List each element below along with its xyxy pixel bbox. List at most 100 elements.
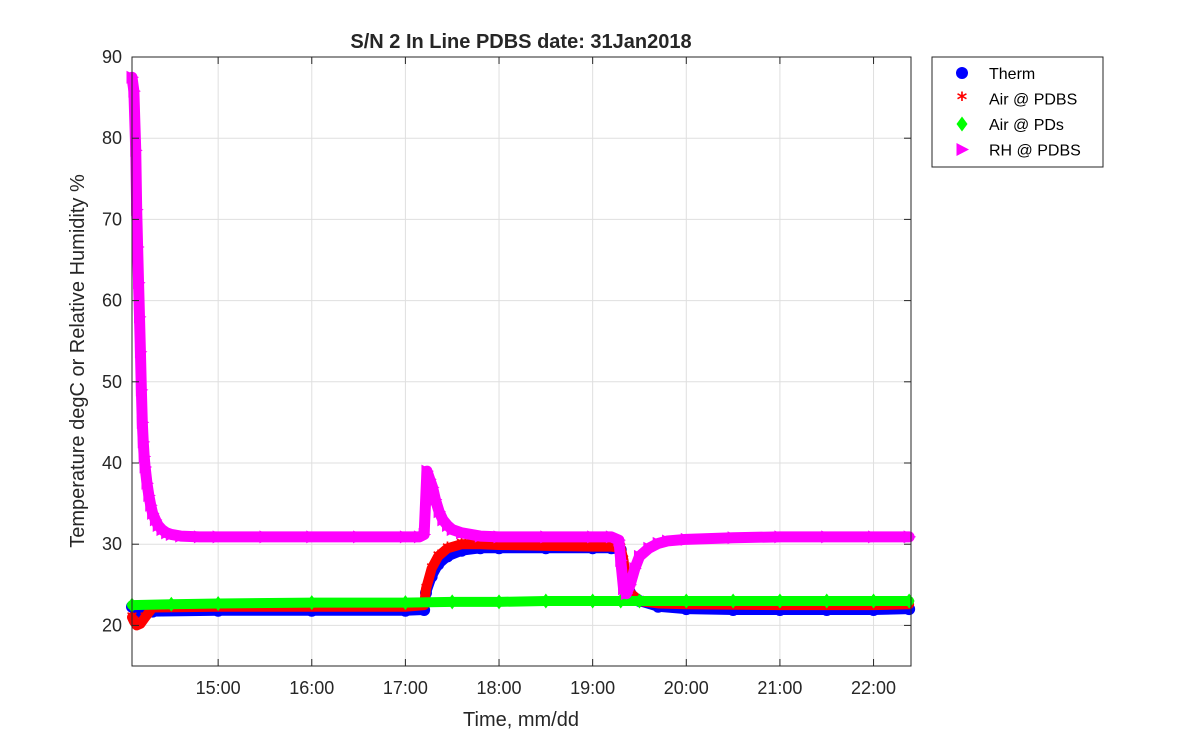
data-point	[212, 530, 226, 544]
x-tick-label: 21:00	[757, 678, 802, 698]
legend-label-0: Therm	[989, 66, 1035, 83]
data-point	[868, 530, 881, 544]
y-axis-ticks: 20 30 40 50 60 70 80 90	[102, 47, 911, 635]
data-point	[629, 562, 642, 576]
data-point	[433, 505, 447, 519]
data-point	[587, 530, 600, 544]
data-point	[474, 529, 488, 543]
x-tick-label: 15:00	[196, 678, 241, 698]
data-point	[165, 527, 179, 541]
data-point	[903, 530, 917, 544]
data-point: *	[541, 535, 552, 559]
data-point	[135, 383, 149, 397]
legend-marker-3	[956, 143, 969, 156]
data-point	[133, 310, 147, 324]
data-point	[132, 240, 145, 254]
data-point	[456, 526, 469, 540]
data-point	[446, 594, 458, 610]
data-point	[128, 84, 141, 98]
data-point	[493, 594, 505, 610]
y-tick-label: 30	[102, 534, 122, 554]
data-point	[175, 529, 188, 543]
data-point	[134, 345, 148, 359]
data-point	[143, 488, 156, 502]
data-point: *	[494, 534, 505, 558]
data-point	[774, 593, 786, 609]
axes-box	[131, 56, 912, 667]
data-point	[615, 553, 628, 567]
data-point: *	[135, 613, 146, 637]
series-3	[126, 70, 917, 601]
y-tick-label: 60	[102, 291, 122, 311]
x-tick-label: 20:00	[664, 678, 709, 698]
data-point	[418, 527, 432, 541]
y-tick-label: 90	[102, 47, 122, 67]
data-point	[429, 493, 443, 507]
legend: Therm * Air @ PDBS Air @ PDs RH @ PDBS	[931, 56, 1104, 168]
data-point	[139, 460, 153, 474]
data-point	[399, 595, 411, 611]
y-axis-label: Temperature degC or Relative Humidity %	[67, 174, 89, 548]
data-point	[774, 530, 787, 544]
data-point	[540, 593, 552, 609]
legend-marker-2	[956, 116, 968, 132]
data-point	[868, 593, 880, 609]
data-point	[620, 587, 634, 601]
data-point: *	[442, 537, 453, 561]
data-point	[903, 593, 915, 609]
y-tick-label: 50	[102, 372, 122, 392]
chart-title: S/N 2 In Line PDBS date: 31Jan2018	[350, 31, 691, 53]
data-point	[633, 549, 647, 563]
plot-area	[132, 57, 911, 666]
data-point	[141, 476, 154, 490]
data-point	[493, 530, 507, 544]
data-point	[306, 530, 319, 544]
axes-frame	[131, 56, 912, 667]
data-point	[605, 530, 619, 544]
data-point	[727, 593, 739, 609]
grid-lines	[132, 56, 911, 666]
data-point	[652, 536, 666, 550]
data-point	[259, 530, 272, 544]
data-series-layer: ******************************	[126, 70, 917, 638]
data-point	[137, 435, 151, 449]
legend-label-2: Air @ PDs	[989, 117, 1064, 134]
data-point	[353, 530, 366, 544]
data-point: *	[131, 614, 142, 638]
data-point	[680, 532, 694, 546]
data-point	[212, 595, 224, 611]
data-point	[643, 541, 656, 555]
legend-label-1: Air @ PDBS	[989, 92, 1077, 109]
data-point	[193, 530, 207, 544]
y-tick-label: 40	[102, 453, 122, 473]
data-point	[399, 530, 413, 544]
data-point	[540, 530, 553, 544]
data-point	[165, 596, 177, 612]
data-point: *	[140, 606, 151, 630]
x-tick-label: 22:00	[851, 678, 896, 698]
data-point	[727, 531, 741, 545]
x-tick-label: 16:00	[289, 678, 334, 698]
data-point	[130, 143, 143, 157]
data-point	[613, 533, 626, 547]
data-point	[138, 450, 152, 464]
data-point: *	[606, 536, 617, 560]
y-tick-label: 70	[102, 209, 122, 229]
data-point	[633, 593, 645, 609]
data-point: *	[129, 610, 140, 634]
x-tick-label: 18:00	[477, 678, 522, 698]
data-point	[680, 593, 692, 609]
x-tick-label: 17:00	[383, 678, 428, 698]
data-point: *	[456, 533, 467, 557]
data-point	[821, 593, 833, 609]
data-point	[587, 593, 599, 609]
data-point: *	[426, 558, 437, 582]
data-point: *	[433, 545, 444, 569]
data-point	[427, 480, 440, 494]
x-axis-label: Time, mm/dd	[463, 709, 579, 731]
data-point	[126, 70, 139, 84]
data-point	[446, 523, 460, 537]
data-point	[624, 578, 638, 592]
series-band	[127, 596, 915, 611]
